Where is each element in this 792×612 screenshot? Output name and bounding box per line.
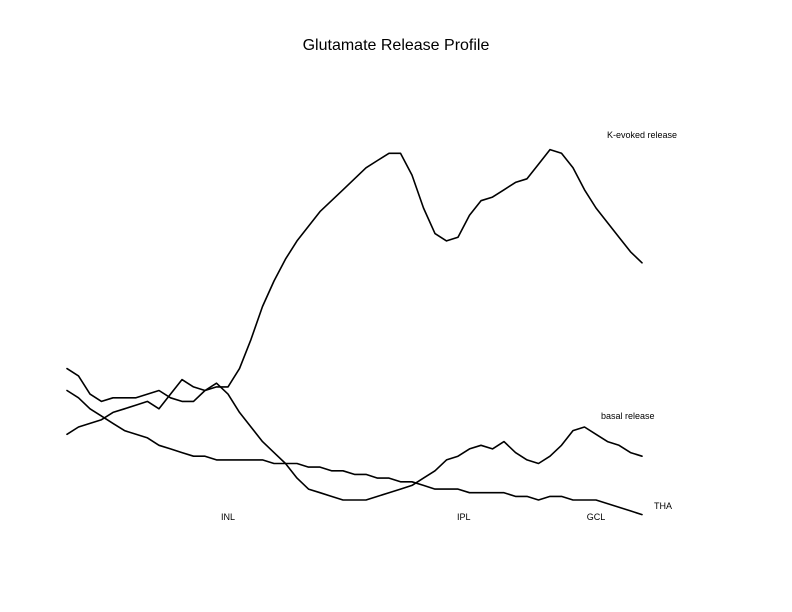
k-evoked-release-series-label: K-evoked release <box>607 130 677 140</box>
series-lines <box>66 148 643 516</box>
region-label-gcl: GCL <box>587 512 606 522</box>
basal-release-series-label: basal release <box>601 411 655 421</box>
k-evoked-release-line <box>66 148 643 403</box>
region-label-inl: INL <box>221 512 235 522</box>
region-labels: INL IPL GCL <box>221 512 605 522</box>
basal-release-line <box>66 378 643 501</box>
chart-title: Glutamate Release Profile <box>303 37 490 54</box>
tha-line <box>66 389 643 516</box>
series-labels: K-evoked release basal release THA <box>601 130 677 511</box>
region-label-ipl: IPL <box>457 512 471 522</box>
tha-series-label: THA <box>654 501 672 511</box>
